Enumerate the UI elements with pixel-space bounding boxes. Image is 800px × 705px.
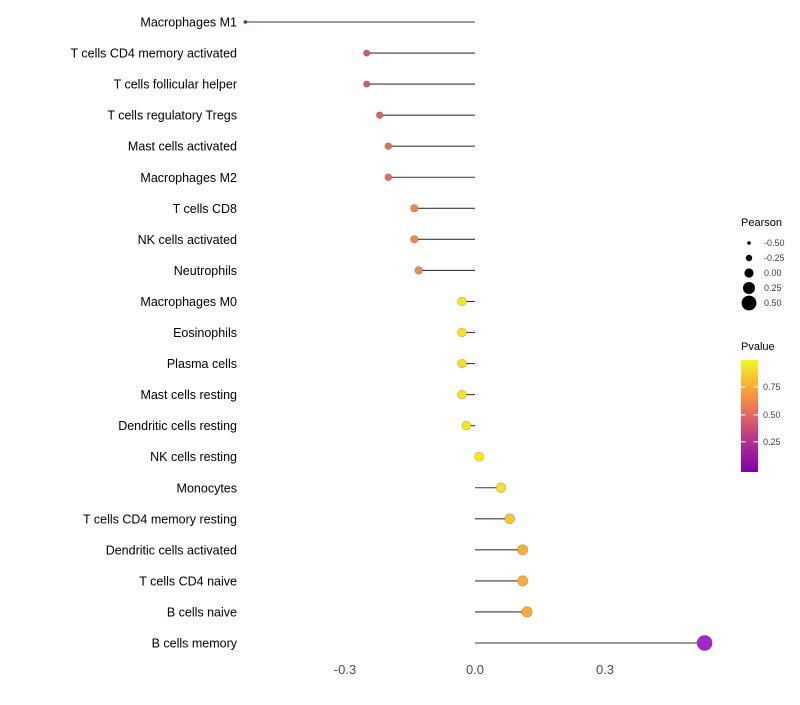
- category-label: Plasma cells: [167, 357, 237, 371]
- category-label: Dendritic cells resting: [118, 419, 237, 433]
- lollipop-dot: [384, 173, 393, 182]
- lollipop-dot: [457, 389, 467, 400]
- legend-size-label: -0.25: [764, 253, 785, 263]
- legend-size-dot: [741, 295, 757, 311]
- category-label: Mast cells resting: [140, 388, 237, 402]
- category-label: B cells naive: [167, 605, 237, 619]
- lollipop-dot: [521, 606, 533, 618]
- category-label: Macrophages M0: [140, 295, 237, 309]
- category-label: Macrophages M2: [140, 171, 237, 185]
- pvalue-gradient-bar: [741, 360, 758, 472]
- legend-size-label: -0.50: [764, 238, 785, 248]
- legend-pvalue-items: 0.75 0.50 0.25: [741, 382, 781, 447]
- category-label: T cells regulatory Tregs: [107, 109, 237, 123]
- lollipop-dot: [457, 296, 467, 307]
- category-label: T cells CD8: [173, 202, 237, 216]
- lollipop-dot: [461, 420, 472, 431]
- lollipop-dot: [363, 80, 371, 88]
- x-axis-tick-label: 0.3: [596, 662, 614, 677]
- lollipop-dot: [410, 204, 419, 213]
- category-labels-layer: Macrophages M1 T cells CD4 memory activat…: [71, 16, 238, 651]
- category-label: T cells CD4 memory activated: [71, 47, 238, 61]
- legend-pvalue-title: Pvalue: [741, 341, 775, 353]
- lollipop-dot: [414, 266, 423, 275]
- lollipop-dot: [457, 327, 467, 338]
- lollipop-dot: [696, 635, 713, 651]
- x-axis-layer: -0.3 0.0 0.3: [334, 662, 614, 677]
- category-label: Mast cells activated: [128, 140, 237, 154]
- stems-layer: [245, 21, 705, 644]
- lollipop-dot: [384, 142, 393, 150]
- category-label: NK cells activated: [138, 233, 237, 247]
- lollipop-dot: [504, 513, 516, 525]
- legend-pearson: Pearson -0.50 -0.25 0.00 0.25 0.50: [741, 217, 785, 311]
- category-label: Monocytes: [177, 481, 237, 495]
- category-label: Macrophages M1: [140, 16, 237, 30]
- lollipop-dot: [474, 451, 485, 462]
- x-axis-tick-label: -0.3: [334, 662, 356, 677]
- lollipop-dot: [517, 575, 529, 587]
- lollipop-dot: [375, 111, 384, 119]
- category-label: NK cells resting: [150, 450, 237, 464]
- legend-size-label: 0.25: [764, 283, 782, 293]
- legend-color-tick-label: 0.75: [763, 382, 781, 392]
- legend-color-tick-label: 0.25: [763, 437, 781, 447]
- category-label: T cells CD4 naive: [139, 574, 237, 588]
- lollipop-dot: [457, 358, 467, 369]
- lollipop-dot: [495, 482, 507, 493]
- legend-color-tick-label: 0.50: [763, 410, 781, 420]
- lollipop-dot: [363, 49, 371, 57]
- legend-size-dot: [747, 241, 751, 245]
- legend-pearson-title: Pearson: [741, 217, 782, 229]
- category-label: T cells CD4 memory resting: [83, 512, 237, 526]
- category-label: Neutrophils: [174, 264, 237, 278]
- lollipop-dot: [517, 544, 529, 556]
- legend-size-label: 0.50: [764, 298, 782, 308]
- category-label: Dendritic cells activated: [106, 543, 237, 557]
- legend-size-dot: [745, 254, 753, 262]
- legend-size-label: 0.00: [764, 268, 782, 278]
- legend-pearson-items: -0.50 -0.25 0.00 0.25 0.50: [741, 238, 785, 311]
- category-label: Eosinophils: [173, 326, 237, 340]
- x-axis-tick-label: 0.0: [466, 662, 484, 677]
- legend-size-dot: [744, 268, 754, 278]
- category-label: T cells follicular helper: [114, 78, 237, 92]
- legend-size-dot: [743, 282, 755, 294]
- lollipop-dot: [410, 235, 419, 244]
- dots-layer: [243, 20, 713, 651]
- legend-pvalue: Pvalue 0.75 0.50 0.25: [741, 341, 781, 472]
- lollipop-dot: [243, 20, 248, 24]
- category-label: B cells memory: [152, 637, 238, 651]
